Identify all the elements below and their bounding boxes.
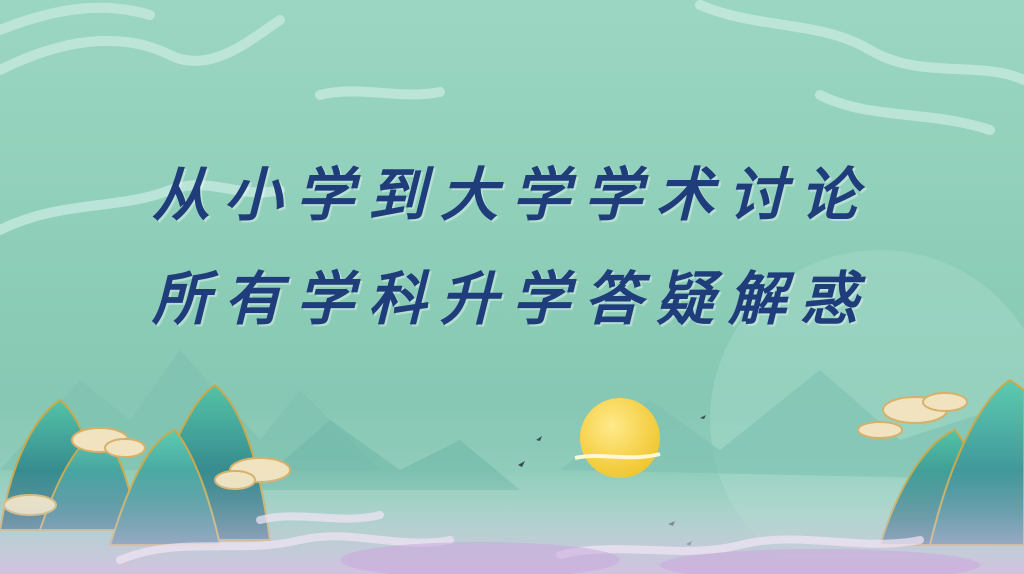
cloud-swirl-icon: [0, 0, 1024, 235]
headline-line-2: 所有学科升学答疑解惑: [151, 265, 872, 333]
sun-icon: [580, 398, 660, 478]
cloud-swirl-icon: [116, 511, 924, 564]
headline-line-1: 从小学到大学学术讨论: [151, 161, 872, 229]
